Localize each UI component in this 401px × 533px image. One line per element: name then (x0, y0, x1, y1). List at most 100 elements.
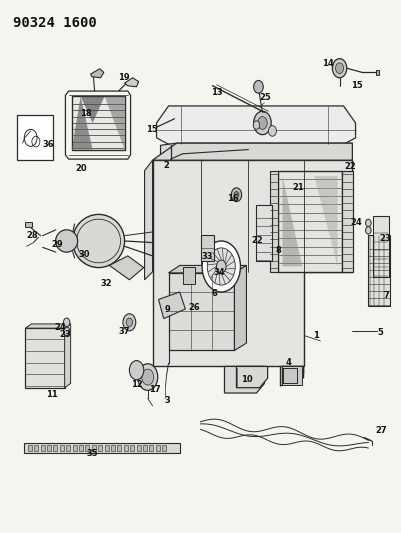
Text: 14: 14 (322, 59, 334, 68)
Bar (342, 171, 353, 272)
Polygon shape (314, 176, 338, 266)
Circle shape (268, 126, 276, 136)
Polygon shape (81, 96, 105, 123)
Bar (73, 445, 77, 451)
Bar (130, 445, 134, 451)
Text: 20: 20 (76, 164, 87, 173)
Text: 15: 15 (146, 125, 158, 134)
Polygon shape (282, 176, 302, 266)
Circle shape (63, 327, 70, 336)
Polygon shape (144, 160, 152, 280)
Bar (92, 445, 96, 451)
Polygon shape (160, 143, 352, 272)
Text: 32: 32 (101, 279, 112, 288)
Polygon shape (72, 96, 93, 150)
Circle shape (332, 59, 347, 78)
Bar (369, 235, 390, 306)
Text: 23: 23 (60, 330, 71, 339)
Circle shape (253, 121, 259, 130)
Text: 12: 12 (131, 380, 142, 389)
Ellipse shape (56, 230, 78, 252)
Text: 22: 22 (251, 237, 263, 246)
Bar (373, 216, 389, 277)
Bar (137, 445, 141, 451)
Polygon shape (152, 143, 352, 160)
Polygon shape (225, 367, 264, 393)
Text: 16: 16 (227, 194, 239, 203)
Bar (66, 445, 70, 451)
Text: 1: 1 (314, 331, 319, 340)
Text: 5: 5 (377, 328, 383, 337)
Bar (117, 445, 122, 451)
Text: 15: 15 (351, 81, 363, 90)
Bar (79, 445, 83, 451)
Bar (60, 445, 64, 451)
Bar (143, 445, 147, 451)
Polygon shape (26, 324, 71, 328)
Bar (24, 443, 180, 453)
Polygon shape (125, 78, 139, 87)
Text: 19: 19 (118, 73, 130, 82)
Text: 21: 21 (293, 183, 304, 192)
Bar (26, 328, 65, 387)
Circle shape (123, 314, 136, 331)
Bar (25, 222, 32, 227)
Text: 30: 30 (78, 251, 89, 260)
Text: 4: 4 (286, 358, 292, 367)
Polygon shape (105, 96, 125, 150)
Circle shape (126, 318, 133, 327)
Text: 33: 33 (202, 253, 213, 261)
Bar (47, 445, 51, 451)
Circle shape (63, 318, 70, 327)
Text: 17: 17 (149, 385, 160, 394)
Polygon shape (237, 367, 267, 387)
Ellipse shape (73, 214, 125, 268)
Text: 35: 35 (86, 449, 97, 458)
Text: 8: 8 (275, 246, 281, 255)
Text: 2: 2 (164, 161, 170, 170)
Circle shape (336, 63, 344, 74)
Bar (182, 266, 194, 284)
Polygon shape (152, 160, 352, 367)
Text: 9: 9 (165, 304, 170, 313)
Bar (156, 445, 160, 451)
Circle shape (138, 364, 158, 390)
Circle shape (366, 219, 371, 227)
Text: 23: 23 (379, 235, 391, 244)
Circle shape (207, 248, 235, 285)
Polygon shape (235, 265, 247, 351)
Polygon shape (109, 256, 144, 280)
Text: 13: 13 (211, 87, 222, 96)
Polygon shape (168, 265, 247, 273)
Circle shape (254, 111, 271, 135)
Bar (34, 445, 38, 451)
Text: 90324 1600: 90324 1600 (13, 15, 96, 29)
Bar (162, 445, 166, 451)
Polygon shape (65, 324, 71, 387)
Text: 22: 22 (344, 162, 356, 171)
Polygon shape (91, 69, 104, 78)
Text: 25: 25 (259, 93, 271, 102)
Circle shape (258, 117, 267, 130)
Circle shape (234, 191, 239, 198)
Bar (98, 445, 102, 451)
Circle shape (130, 361, 144, 379)
Bar (124, 445, 128, 451)
Text: 36: 36 (42, 140, 54, 149)
Text: 6: 6 (212, 288, 217, 297)
Bar (105, 445, 109, 451)
Text: 24: 24 (350, 219, 362, 228)
Circle shape (231, 188, 242, 201)
Bar (269, 171, 278, 272)
Text: 27: 27 (375, 426, 387, 435)
Text: 34: 34 (214, 269, 225, 277)
Text: 11: 11 (46, 390, 58, 399)
Bar (375, 70, 379, 75)
Text: 28: 28 (26, 231, 38, 240)
Bar (278, 171, 342, 272)
Circle shape (202, 241, 241, 292)
Text: 7: 7 (383, 291, 389, 300)
Bar (85, 445, 89, 451)
Bar (41, 445, 45, 451)
Text: 37: 37 (118, 327, 130, 336)
